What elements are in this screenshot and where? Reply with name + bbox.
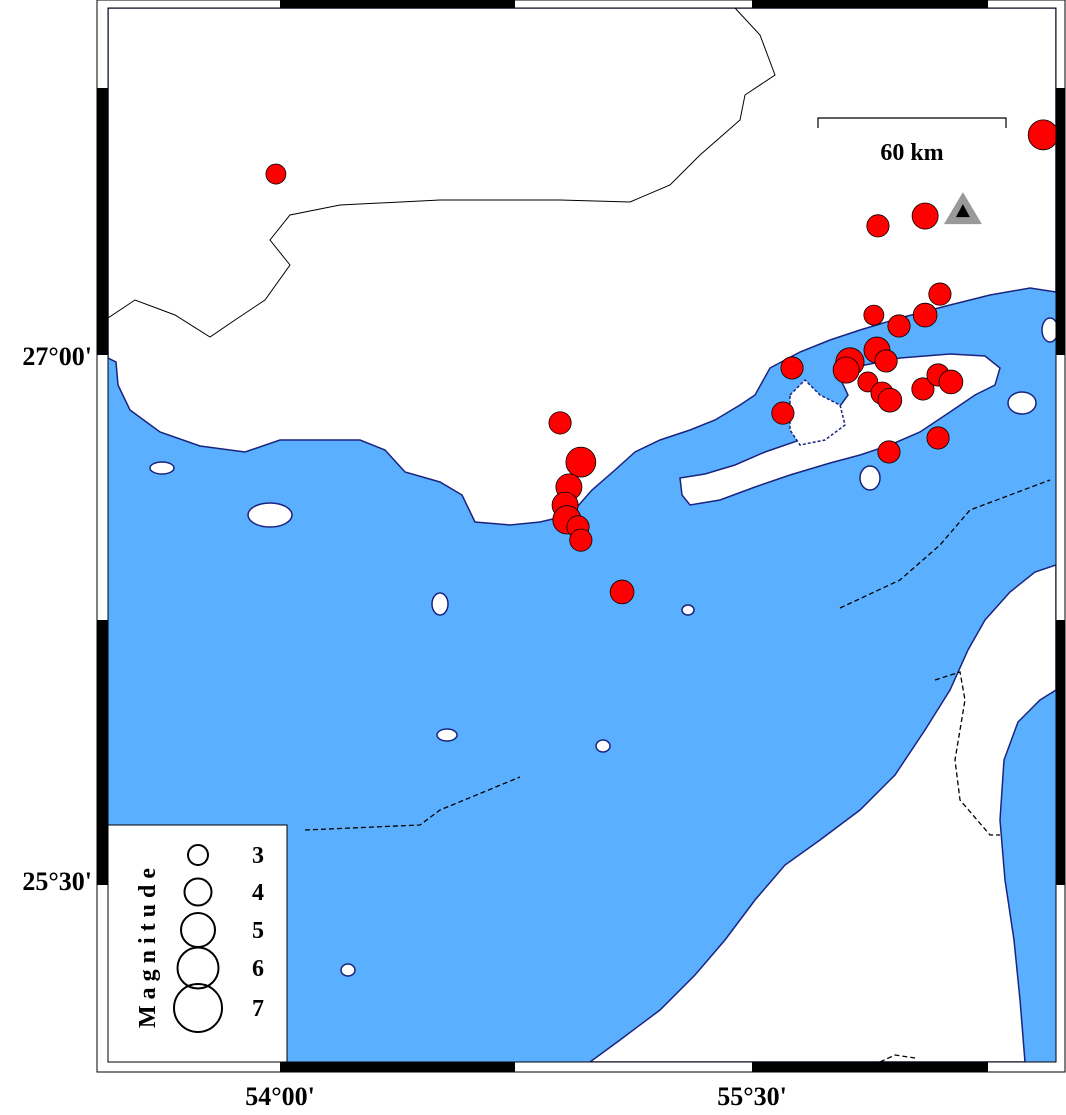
earthquake-marker — [877, 440, 901, 464]
earthquake-marker — [887, 314, 911, 338]
province-border — [108, 8, 776, 338]
earthquake-marker — [1027, 119, 1056, 151]
legend-label: 6 — [252, 956, 264, 982]
lon-tick-label: 55°30' — [717, 1082, 787, 1110]
maritime-border — [839, 479, 1051, 609]
legend-circle — [176, 946, 220, 990]
earthquake-marker — [771, 401, 795, 425]
mangrove-area — [789, 378, 846, 446]
island — [149, 461, 175, 475]
legend-circle — [173, 983, 223, 1033]
lon-tick-label: 54°00' — [245, 1082, 315, 1110]
earthquake-marker — [265, 163, 287, 185]
legend-label: 7 — [252, 996, 264, 1022]
earthquake-marker — [911, 202, 939, 230]
earthquake-marker — [569, 528, 593, 552]
legend-label: 3 — [252, 843, 264, 869]
earthquake-events — [265, 119, 1056, 605]
island — [595, 739, 611, 753]
island — [859, 465, 881, 491]
earthquake-marker — [548, 411, 572, 435]
legend-label: 5 — [252, 918, 264, 944]
island — [247, 502, 293, 528]
earthquake-marker — [938, 369, 964, 395]
earthquake-marker — [928, 282, 952, 306]
axis-ticks: 27°00' 25°30' 54°00' 55°30' — [22, 342, 787, 1111]
earthquake-marker — [565, 446, 597, 478]
island — [340, 963, 356, 977]
legend-title: Magnitude — [135, 862, 161, 1028]
lat-tick-label: 27°00' — [22, 342, 92, 371]
earthquake-marker — [780, 356, 804, 380]
land-uae-oman — [588, 564, 1056, 1062]
island — [1007, 391, 1037, 415]
earthquake-marker — [866, 214, 890, 238]
station-marker — [943, 192, 982, 225]
earthquake-marker — [863, 304, 885, 326]
island — [436, 728, 458, 742]
island — [431, 592, 449, 616]
earthquake-marker — [926, 426, 950, 450]
lat-tick-label: 25°30' — [22, 867, 92, 896]
earthquake-marker — [912, 302, 938, 328]
magnitude-legend: Magnitude 3 4 5 6 7 — [107, 824, 288, 1063]
land-border — [934, 671, 1000, 836]
legend-label: 4 — [252, 880, 264, 906]
scale-bar-label: 60 km — [880, 140, 943, 166]
maritime-border — [304, 776, 521, 831]
earthquake-marker — [874, 349, 898, 373]
land-border — [879, 1054, 916, 1062]
earthquake-marker — [911, 377, 935, 401]
legend-circle — [187, 844, 209, 866]
earthquake-marker — [877, 387, 903, 413]
legend-circle — [183, 877, 213, 907]
triangle-icon-inner — [955, 204, 970, 218]
map-frame — [96, 0, 1066, 1073]
island — [1041, 317, 1056, 343]
earthquake-marker — [609, 579, 635, 605]
scale-bar: 60 km — [817, 117, 1007, 166]
island — [681, 604, 695, 616]
earthquake-marker — [832, 356, 860, 384]
